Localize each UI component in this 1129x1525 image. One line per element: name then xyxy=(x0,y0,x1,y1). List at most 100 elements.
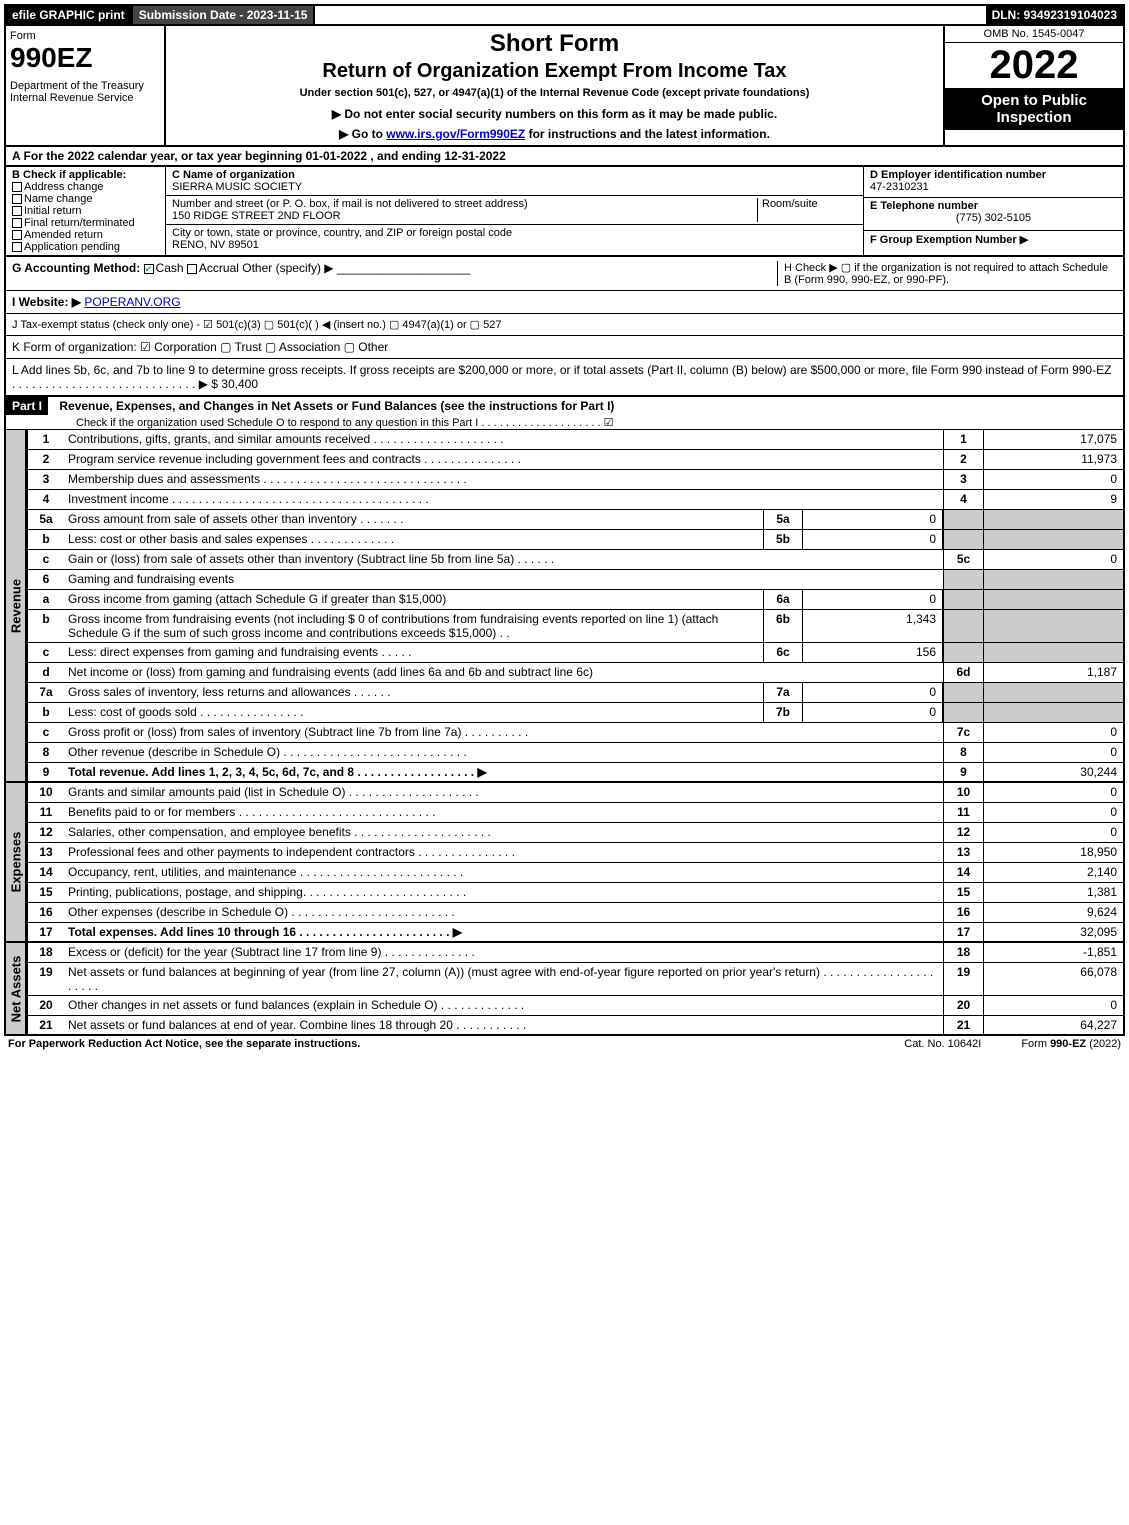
row-7c: cGross profit or (loss) from sales of in… xyxy=(26,723,1125,743)
g-label: G Accounting Method: xyxy=(12,261,140,275)
bcdef-block: B Check if applicable: Address change Na… xyxy=(4,167,1125,257)
cb-amended-return[interactable]: Amended return xyxy=(24,229,103,241)
return-title: Return of Organization Exempt From Incom… xyxy=(172,60,937,83)
cb-accrual[interactable] xyxy=(187,264,197,274)
website-link[interactable]: POPERANV.ORG xyxy=(84,295,180,309)
phone: (775) 302-5105 xyxy=(870,212,1117,224)
under-section: Under section 501(c), 527, or 4947(a)(1)… xyxy=(172,87,937,99)
goto-post: for instructions and the latest informat… xyxy=(525,127,770,141)
form-label: Form xyxy=(10,30,160,42)
cat-no: Cat. No. 10642I xyxy=(864,1038,1021,1050)
spacer xyxy=(315,6,985,24)
cb-application-pending[interactable]: Application pending xyxy=(24,241,120,253)
part1-header: Part I Revenue, Expenses, and Changes in… xyxy=(4,397,1125,430)
line-l: L Add lines 5b, 6c, and 7b to line 9 to … xyxy=(4,359,1125,397)
row-7b: bLess: cost of goods sold . . . . . . . … xyxy=(26,703,1125,723)
row-9: 9Total revenue. Add lines 1, 2, 3, 4, 5c… xyxy=(26,763,1125,783)
org-name: SIERRA MUSIC SOCIETY xyxy=(172,181,302,193)
dept-treasury: Department of the Treasury Internal Reve… xyxy=(10,80,160,104)
side-expenses: Expenses xyxy=(4,783,26,943)
col-b-header: B Check if applicable: xyxy=(12,169,126,181)
row-6c: cLess: direct expenses from gaming and f… xyxy=(26,643,1125,663)
row-15: 15Printing, publications, postage, and s… xyxy=(26,883,1125,903)
row-3: 3Membership dues and assessments . . . .… xyxy=(26,470,1125,490)
cb-initial-return[interactable]: Initial return xyxy=(24,205,81,217)
header-right: OMB No. 1545-0047 2022 Open to Public In… xyxy=(943,26,1123,145)
ein-label: D Employer identification number xyxy=(870,169,1046,181)
city: RENO, NV 89501 xyxy=(172,239,259,251)
submission-date: Submission Date - 2023-11-15 xyxy=(133,6,316,24)
row-12: 12Salaries, other compensation, and empl… xyxy=(26,823,1125,843)
gross-receipts: 30,400 xyxy=(221,377,258,391)
open-to-public: Open to Public Inspection xyxy=(945,88,1123,130)
form-ref: Form 990-EZ (2022) xyxy=(1021,1038,1121,1050)
paperwork-notice: For Paperwork Reduction Act Notice, see … xyxy=(8,1038,864,1050)
street: 150 RIDGE STREET 2ND FLOOR xyxy=(172,210,341,222)
side-revenue: Revenue xyxy=(4,430,26,783)
row-17: 17Total expenses. Add lines 10 through 1… xyxy=(26,923,1125,943)
row-4: 4Investment income . . . . . . . . . . .… xyxy=(26,490,1125,510)
top-bar: efile GRAPHIC print Submission Date - 20… xyxy=(4,4,1125,26)
line-k: K Form of organization: ☑ Corporation ▢ … xyxy=(4,336,1125,359)
org-name-label: C Name of organization xyxy=(172,169,295,181)
cb-final-return[interactable]: Final return/terminated xyxy=(24,217,135,229)
row-14: 14Occupancy, rent, utilities, and mainte… xyxy=(26,863,1125,883)
row-6b: bGross income from fundraising events (n… xyxy=(26,610,1125,643)
part1-title: Revenue, Expenses, and Changes in Net As… xyxy=(59,399,614,413)
line-h: H Check ▶ ▢ if the organization is not r… xyxy=(777,261,1117,286)
cb-name-change[interactable]: Name change xyxy=(24,193,93,205)
row-6: 6Gaming and fundraising events xyxy=(26,570,1125,590)
form-header: Form 990EZ Department of the Treasury In… xyxy=(4,26,1125,147)
goto-pre: ▶ Go to xyxy=(339,127,386,141)
cb-cash[interactable] xyxy=(144,264,154,274)
row-19: 19Net assets or fund balances at beginni… xyxy=(26,963,1125,996)
tax-year: 2022 xyxy=(945,43,1123,88)
header-center: Short Form Return of Organization Exempt… xyxy=(166,26,943,145)
row-13: 13Professional fees and other payments t… xyxy=(26,843,1125,863)
part1-check: Check if the organization used Schedule … xyxy=(6,417,614,429)
row-10: 10Grants and similar amounts paid (list … xyxy=(26,783,1125,803)
street-label: Number and street (or P. O. box, if mail… xyxy=(172,198,528,210)
col-def: D Employer identification number 47-2310… xyxy=(863,167,1123,255)
row-2: 2Program service revenue including gover… xyxy=(26,450,1125,470)
city-label: City or town, state or province, country… xyxy=(172,227,512,239)
ssn-note: ▶ Do not enter social security numbers o… xyxy=(172,107,937,121)
g-other: Other (specify) ▶ xyxy=(242,261,333,275)
row-6a: aGross income from gaming (attach Schedu… xyxy=(26,590,1125,610)
short-form-title: Short Form xyxy=(172,30,937,58)
line-i: I Website: ▶ POPERANV.ORG xyxy=(4,291,1125,314)
row-11: 11Benefits paid to or for members . . . … xyxy=(26,803,1125,823)
row-5a: 5aGross amount from sale of assets other… xyxy=(26,510,1125,530)
row-1: 1Contributions, gifts, grants, and simil… xyxy=(26,430,1125,450)
row-18: 18Excess or (deficit) for the year (Subt… xyxy=(26,943,1125,963)
part1-label: Part I xyxy=(6,397,48,415)
dln: DLN: 93492319104023 xyxy=(986,6,1123,24)
page-footer: For Paperwork Reduction Act Notice, see … xyxy=(4,1036,1125,1052)
row-5c: cGain or (loss) from sale of assets othe… xyxy=(26,550,1125,570)
cb-address-change[interactable]: Address change xyxy=(24,181,104,193)
row-20: 20Other changes in net assets or fund ba… xyxy=(26,996,1125,1016)
room-label: Room/suite xyxy=(762,198,818,210)
form-number: 990EZ xyxy=(10,42,160,74)
row-16: 16Other expenses (describe in Schedule O… xyxy=(26,903,1125,923)
row-6d: dNet income or (loss) from gaming and fu… xyxy=(26,663,1125,683)
row-8: 8Other revenue (describe in Schedule O) … xyxy=(26,743,1125,763)
header-left: Form 990EZ Department of the Treasury In… xyxy=(6,26,166,145)
row-7a: 7aGross sales of inventory, less returns… xyxy=(26,683,1125,703)
col-b: B Check if applicable: Address change Na… xyxy=(6,167,166,255)
phone-label: E Telephone number xyxy=(870,200,978,212)
irs-link[interactable]: www.irs.gov/Form990EZ xyxy=(386,127,525,141)
line-gh: G Accounting Method: Cash Accrual Other … xyxy=(4,257,1125,291)
line-j: J Tax-exempt status (check only one) - ☑… xyxy=(4,314,1125,336)
group-exemption-label: F Group Exemption Number ▶ xyxy=(870,234,1028,246)
line-a: A For the 2022 calendar year, or tax yea… xyxy=(4,147,1125,167)
website-label: I Website: ▶ xyxy=(12,295,81,309)
row-5b: bLess: cost or other basis and sales exp… xyxy=(26,530,1125,550)
row-21: 21Net assets or fund balances at end of … xyxy=(26,1016,1125,1036)
goto-line: ▶ Go to www.irs.gov/Form990EZ for instru… xyxy=(172,127,937,141)
efile-print-button[interactable]: efile GRAPHIC print xyxy=(6,6,133,24)
side-netassets: Net Assets xyxy=(4,943,26,1036)
col-c: C Name of organization SIERRA MUSIC SOCI… xyxy=(166,167,863,255)
omb-number: OMB No. 1545-0047 xyxy=(945,26,1123,43)
ein: 47-2310231 xyxy=(870,181,929,193)
